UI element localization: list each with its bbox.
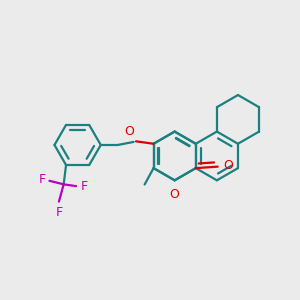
Text: O: O <box>223 159 233 172</box>
Text: F: F <box>56 206 62 219</box>
Text: F: F <box>80 180 87 193</box>
Text: F: F <box>39 173 46 186</box>
Text: O: O <box>170 188 180 201</box>
Text: O: O <box>124 125 134 138</box>
